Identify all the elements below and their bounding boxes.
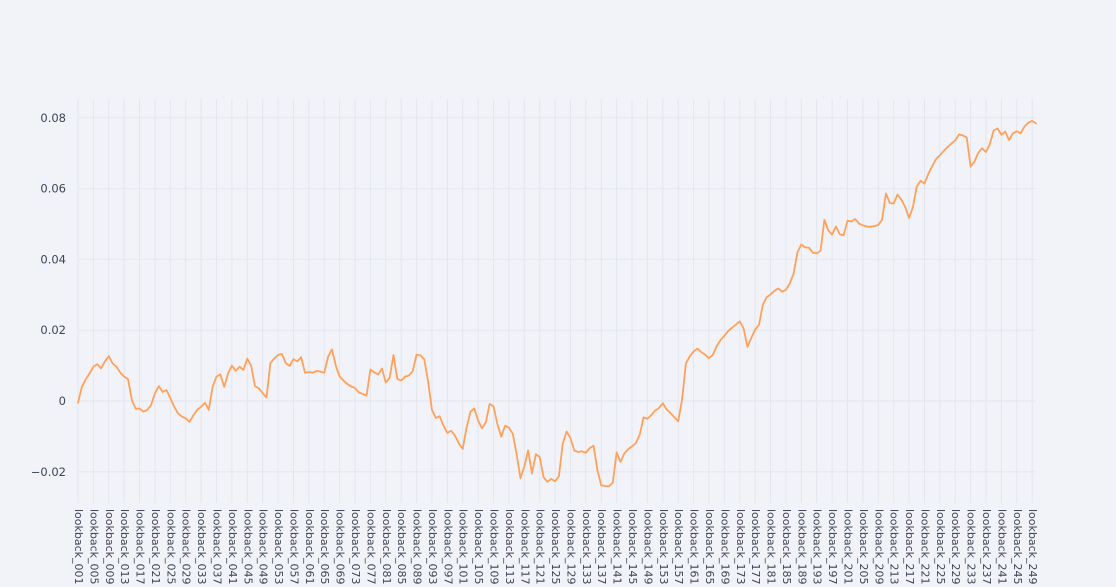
x-tick-label: lookback_005 bbox=[87, 509, 100, 585]
y-tick-label: 0.02 bbox=[40, 323, 66, 337]
x-tick-label: lookback_029 bbox=[180, 509, 193, 585]
x-tick-label: lookback_197 bbox=[826, 509, 839, 585]
x-tick-label: lookback_113 bbox=[503, 509, 516, 585]
x-tick-label: lookback_033 bbox=[195, 509, 208, 585]
x-tick-label: lookback_053 bbox=[272, 509, 285, 585]
x-tick-label: lookback_025 bbox=[164, 509, 177, 585]
y-tick-label: 0.04 bbox=[40, 252, 66, 266]
x-tick-label: lookback_037 bbox=[211, 509, 224, 585]
x-tick-label: lookback_193 bbox=[811, 509, 824, 585]
x-tick-label: lookback_089 bbox=[411, 509, 424, 585]
x-tick-label: lookback_241 bbox=[995, 509, 1008, 585]
x-tick-label: lookback_117 bbox=[518, 509, 531, 585]
x-tick-label: lookback_177 bbox=[749, 509, 762, 585]
x-tick-label: lookback_097 bbox=[441, 509, 454, 585]
x-tick-label: lookback_153 bbox=[657, 509, 670, 585]
x-tick-label: lookback_205 bbox=[857, 509, 870, 585]
x-tick-label: lookback_013 bbox=[118, 509, 131, 585]
y-tick-label: 0.06 bbox=[40, 182, 66, 196]
x-tick-label: lookback_157 bbox=[672, 509, 685, 585]
x-tick-label: lookback_121 bbox=[534, 509, 547, 585]
x-tick-label: lookback_221 bbox=[918, 509, 931, 585]
x-tick-label: lookback_165 bbox=[703, 509, 716, 585]
x-tick-label: lookback_201 bbox=[841, 509, 854, 585]
x-tick-label: lookback_069 bbox=[334, 509, 347, 585]
x-tick-label: lookback_017 bbox=[134, 509, 147, 585]
x-tick-label: lookback_173 bbox=[734, 509, 747, 585]
x-tick-label: lookback_041 bbox=[226, 509, 239, 585]
x-tick-label: lookback_133 bbox=[580, 509, 593, 585]
x-tick-label: lookback_057 bbox=[287, 509, 300, 585]
x-tick-label: lookback_225 bbox=[934, 509, 947, 585]
x-tick-label: lookback_181 bbox=[765, 509, 778, 585]
x-tick-label: lookback_217 bbox=[903, 509, 916, 585]
x-tick-label: lookback_081 bbox=[380, 509, 393, 585]
x-tick-label: lookback_141 bbox=[611, 509, 624, 585]
x-tick-label: lookback_105 bbox=[472, 509, 485, 585]
x-tick-label: lookback_137 bbox=[595, 509, 608, 585]
x-tick-label: lookback_093 bbox=[426, 509, 439, 585]
x-tick-label: lookback_001 bbox=[72, 509, 85, 585]
x-tick-label: lookback_213 bbox=[888, 509, 901, 585]
x-tick-label: lookback_085 bbox=[395, 509, 408, 585]
x-tick-label: lookback_185 bbox=[780, 509, 793, 585]
series-line[interactable] bbox=[77, 120, 1037, 488]
x-tick-label: lookback_101 bbox=[457, 509, 470, 585]
x-tick-label: lookback_237 bbox=[980, 509, 993, 585]
x-tick-label: lookback_065 bbox=[318, 509, 331, 585]
x-tick-label: lookback_073 bbox=[349, 509, 362, 585]
x-tick-label: lookback_233 bbox=[965, 509, 978, 585]
x-tick-label: lookback_229 bbox=[949, 509, 962, 585]
x-tick-label: lookback_189 bbox=[795, 509, 808, 585]
x-tick-label: lookback_145 bbox=[626, 509, 639, 585]
x-tick-label: lookback_009 bbox=[103, 509, 116, 585]
x-tick-label: lookback_045 bbox=[241, 509, 254, 585]
x-tick-label: lookback_149 bbox=[641, 509, 654, 585]
x-tick-label: lookback_021 bbox=[149, 509, 162, 585]
y-tick-label: 0 bbox=[59, 394, 66, 408]
x-tick-label: lookback_245 bbox=[1011, 509, 1024, 585]
x-tick-label: lookback_109 bbox=[488, 509, 501, 585]
x-tick-label: lookback_129 bbox=[564, 509, 577, 585]
x-tick-label: lookback_077 bbox=[364, 509, 377, 585]
x-tick-label: lookback_249 bbox=[1026, 509, 1039, 585]
x-tick-label: lookback_209 bbox=[872, 509, 885, 585]
y-tick-label: −0.02 bbox=[31, 465, 66, 479]
x-tick-label: lookback_061 bbox=[303, 509, 316, 585]
x-tick-label: lookback_049 bbox=[257, 509, 270, 585]
x-tick-label: lookback_161 bbox=[688, 509, 701, 585]
x-tick-label: lookback_125 bbox=[549, 509, 562, 585]
x-tick-label: lookback_169 bbox=[718, 509, 731, 585]
y-tick-label: 0.08 bbox=[40, 111, 66, 125]
